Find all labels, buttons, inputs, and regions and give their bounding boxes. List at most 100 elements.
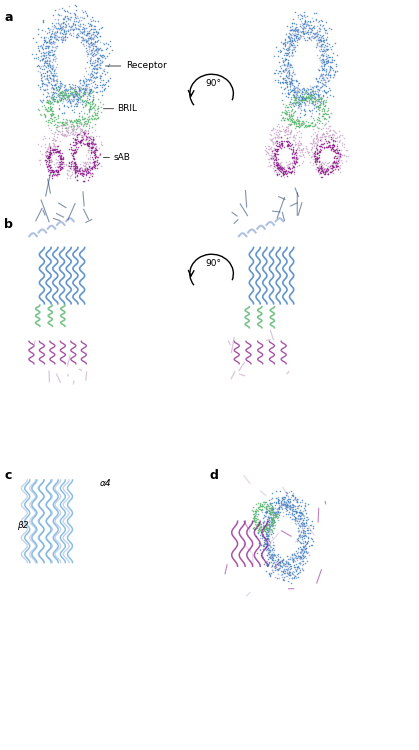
Point: [263, 505, 269, 517]
Point: [293, 506, 300, 518]
Point: [308, 91, 315, 103]
Point: [281, 37, 288, 49]
Point: [316, 122, 323, 134]
Point: [59, 156, 66, 168]
Point: [48, 104, 54, 116]
Point: [90, 62, 97, 74]
Point: [312, 93, 318, 105]
Point: [289, 17, 296, 29]
Point: [250, 522, 256, 534]
Point: [92, 36, 99, 48]
Point: [59, 129, 66, 141]
Point: [256, 503, 262, 515]
Point: [321, 24, 328, 36]
Point: [305, 119, 312, 131]
Point: [269, 516, 276, 528]
Point: [309, 136, 316, 148]
Point: [262, 538, 269, 550]
Point: [301, 88, 308, 100]
Point: [276, 560, 283, 572]
Point: [290, 503, 296, 515]
Point: [290, 164, 297, 176]
Point: [72, 0, 79, 12]
Point: [324, 74, 331, 86]
Point: [47, 142, 53, 154]
Point: [61, 94, 68, 106]
Point: [312, 29, 319, 41]
Point: [321, 158, 328, 170]
Point: [270, 546, 277, 558]
Point: [55, 125, 62, 137]
Point: [273, 160, 280, 172]
Point: [287, 562, 294, 574]
Point: [48, 86, 54, 98]
Point: [63, 124, 70, 136]
Point: [285, 87, 292, 99]
Point: [43, 42, 50, 54]
Point: [308, 22, 315, 34]
Point: [309, 146, 316, 158]
Point: [95, 130, 102, 142]
Point: [300, 117, 307, 129]
Point: [52, 13, 59, 26]
Point: [285, 494, 291, 506]
Point: [94, 59, 101, 71]
Point: [260, 523, 267, 535]
Point: [50, 28, 57, 40]
Point: [270, 514, 277, 526]
Point: [319, 76, 326, 88]
Point: [277, 160, 284, 172]
Point: [319, 164, 326, 176]
Point: [71, 134, 78, 146]
Point: [79, 94, 86, 106]
Point: [47, 55, 54, 67]
Point: [53, 145, 60, 157]
Point: [321, 85, 328, 97]
Point: [73, 85, 80, 97]
Point: [268, 148, 274, 160]
Point: [275, 505, 282, 517]
Point: [93, 81, 100, 93]
Point: [274, 68, 281, 80]
Point: [48, 164, 55, 176]
Point: [286, 166, 293, 178]
Point: [271, 514, 277, 526]
Point: [82, 162, 88, 174]
Point: [96, 30, 103, 42]
Point: [53, 170, 60, 182]
Point: [286, 58, 293, 70]
Point: [85, 32, 92, 44]
Point: [281, 72, 288, 84]
Point: [328, 162, 335, 174]
Point: [248, 504, 255, 516]
Point: [292, 155, 298, 167]
Point: [280, 114, 287, 126]
Point: [274, 168, 280, 180]
Point: [307, 526, 313, 538]
Point: [53, 33, 59, 45]
Point: [56, 116, 62, 128]
Point: [252, 510, 259, 522]
Point: [94, 36, 101, 48]
Point: [56, 146, 62, 158]
Point: [294, 548, 300, 560]
Point: [336, 158, 343, 170]
Point: [68, 88, 75, 101]
Point: [290, 116, 296, 128]
Point: [287, 25, 294, 37]
Point: [53, 165, 59, 177]
Point: [69, 128, 75, 140]
Point: [249, 501, 256, 513]
Point: [290, 100, 297, 112]
Point: [52, 74, 59, 86]
Point: [293, 74, 300, 86]
Point: [319, 130, 326, 142]
Point: [288, 152, 295, 164]
Point: [265, 522, 272, 534]
Point: [334, 142, 340, 154]
Point: [281, 66, 288, 78]
Point: [264, 504, 271, 516]
Point: [309, 16, 316, 28]
Point: [323, 160, 329, 172]
Point: [63, 89, 70, 101]
